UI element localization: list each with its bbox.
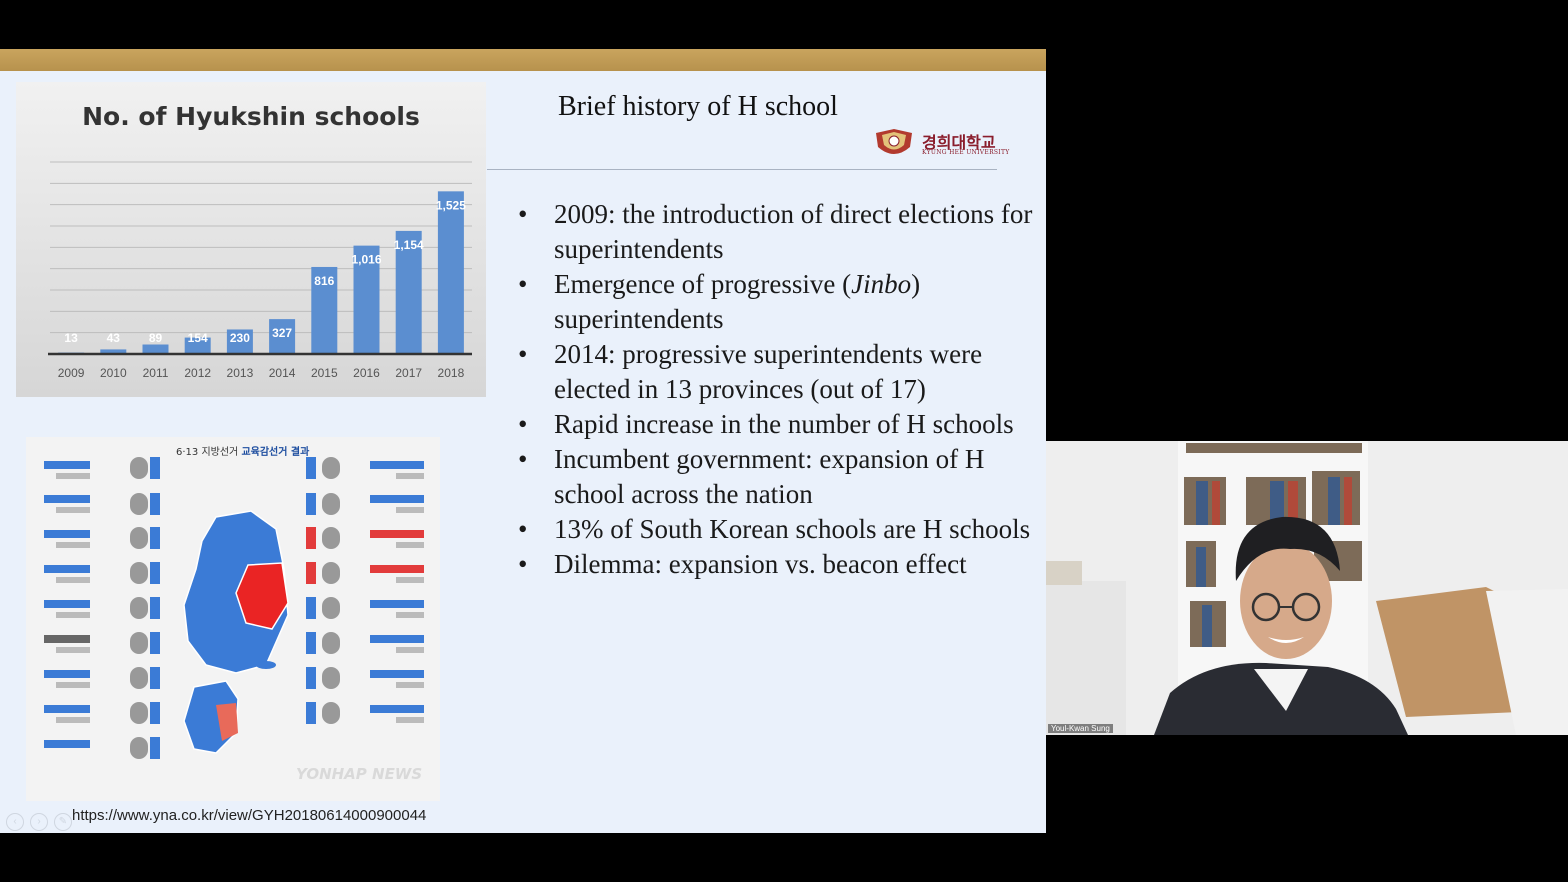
slide-top-bar [0,49,1046,71]
university-emblem-icon [876,129,912,154]
data-label: 43 [107,331,121,345]
participant-name: Youl-Kwan Sung [1048,724,1113,733]
bullet-text: ) superintendents [554,269,921,334]
bullet-emphasis: Jinbo [851,269,912,299]
data-label: 1,525 [436,198,466,212]
bullet-text: 2014: progressive superintendents were e… [554,339,983,404]
x-tick-label: 2013 [227,366,254,380]
bullet-item: • Rapid increase in the number of H schoo… [518,409,1014,439]
data-label: 816 [314,274,334,288]
x-tick-label: 2014 [269,366,296,380]
logo-english: KYUNG HEE UNIVERSITY [922,149,1010,156]
map-heading-text: 6·13 지방선거 [176,447,242,458]
bullet-text: Dilemma: expansion vs. beacon effect [554,549,967,579]
slideshow-nav: ‹ › ✎ [6,811,78,831]
election-map-infographic: 6·13 지방선거 교육감선거 결과 YONHAP NEWS [26,437,440,801]
slide-title: Brief history of H school [558,91,838,122]
data-label: 13 [64,331,78,345]
bar-chart: 13 2009 43 2010 89 2011 154 2012 230 2013 327 2014 8… [48,161,472,380]
bar [142,344,169,354]
bullet-text: Incumbent government: expansion of H sch… [554,444,985,509]
bar [184,337,211,354]
chart-title: No. of Hyukshin schools [82,102,420,131]
x-tick-label: 2018 [438,366,465,380]
data-label: 154 [188,331,208,345]
previous-slide-icon[interactable]: ‹ [6,813,24,831]
bar [395,230,422,354]
map-heading: 6·13 지방선거 교육감선거 결과 [176,443,309,458]
data-label: 1,154 [394,238,424,252]
bullet-text: 13% of South Korean schools are H school… [554,514,1031,544]
map-heading-bold: 교육감선거 결과 [241,447,310,458]
bullet-item: • 2014: progressive superintendents were … [518,339,983,404]
data-label: 230 [230,331,250,345]
x-tick-label: 2010 [100,366,127,380]
bullet-text: Rapid increase in the number of H school… [554,409,1014,439]
korea-map-image [44,457,424,759]
bullet-item: • 2009: the introduction of direct electi… [518,199,1033,264]
participant-video: Youl-Kwan Sung [1046,441,1568,735]
bar [226,329,253,354]
x-tick-label: 2011 [143,366,169,380]
x-tick-label: 2009 [58,366,85,380]
data-label: 327 [272,326,292,340]
x-tick-label: 2015 [311,366,338,380]
pen-icon[interactable]: ✎ [54,813,72,831]
university-logo: 경희대학교 KYUNG HEE UNIVERSITY [872,127,1009,161]
map-watermark: YONHAP NEWS [296,765,423,783]
next-slide-icon[interactable]: › [30,813,48,831]
data-label: 1,016 [351,253,381,267]
bar [100,349,127,354]
title-divider [487,169,997,170]
speaker-video-frame [1046,441,1568,735]
bar [311,266,338,354]
bullet-text: Emergence of progressive ( [554,269,852,299]
bullet-item: • Emergence of progressive (Jinbo) superi… [518,269,921,334]
bullet-item: • Dilemma: expansion vs. beacon effect [518,549,967,579]
data-label: 89 [149,331,163,345]
x-tick-label: 2017 [395,366,422,380]
logo-korean: 경희대학교 [922,133,996,152]
bullet-item: • Incumbent government: expansion of H sc… [518,444,985,509]
bullet-item: • 13% of South Korean schools are H schoo… [518,514,1031,544]
bullet-list: • 2009: the introduction of direct electi… [518,197,1038,582]
bar [353,245,380,354]
hyukshin-chart: 13 2009 43 2010 89 2011 154 2012 230 2013 327 2014 8… [16,82,486,397]
x-tick-label: 2016 [353,366,380,380]
x-tick-label: 2012 [184,366,211,380]
source-url: https://www.yna.co.kr/view/GYH2018061400… [72,807,427,824]
bar [437,191,464,354]
bar [269,319,296,354]
bullet-text: 2009: the introduction of direct electio… [554,199,1033,264]
presentation-slide: 13 2009 43 2010 89 2011 154 2012 230 2013 327 2014 8… [0,49,1046,833]
